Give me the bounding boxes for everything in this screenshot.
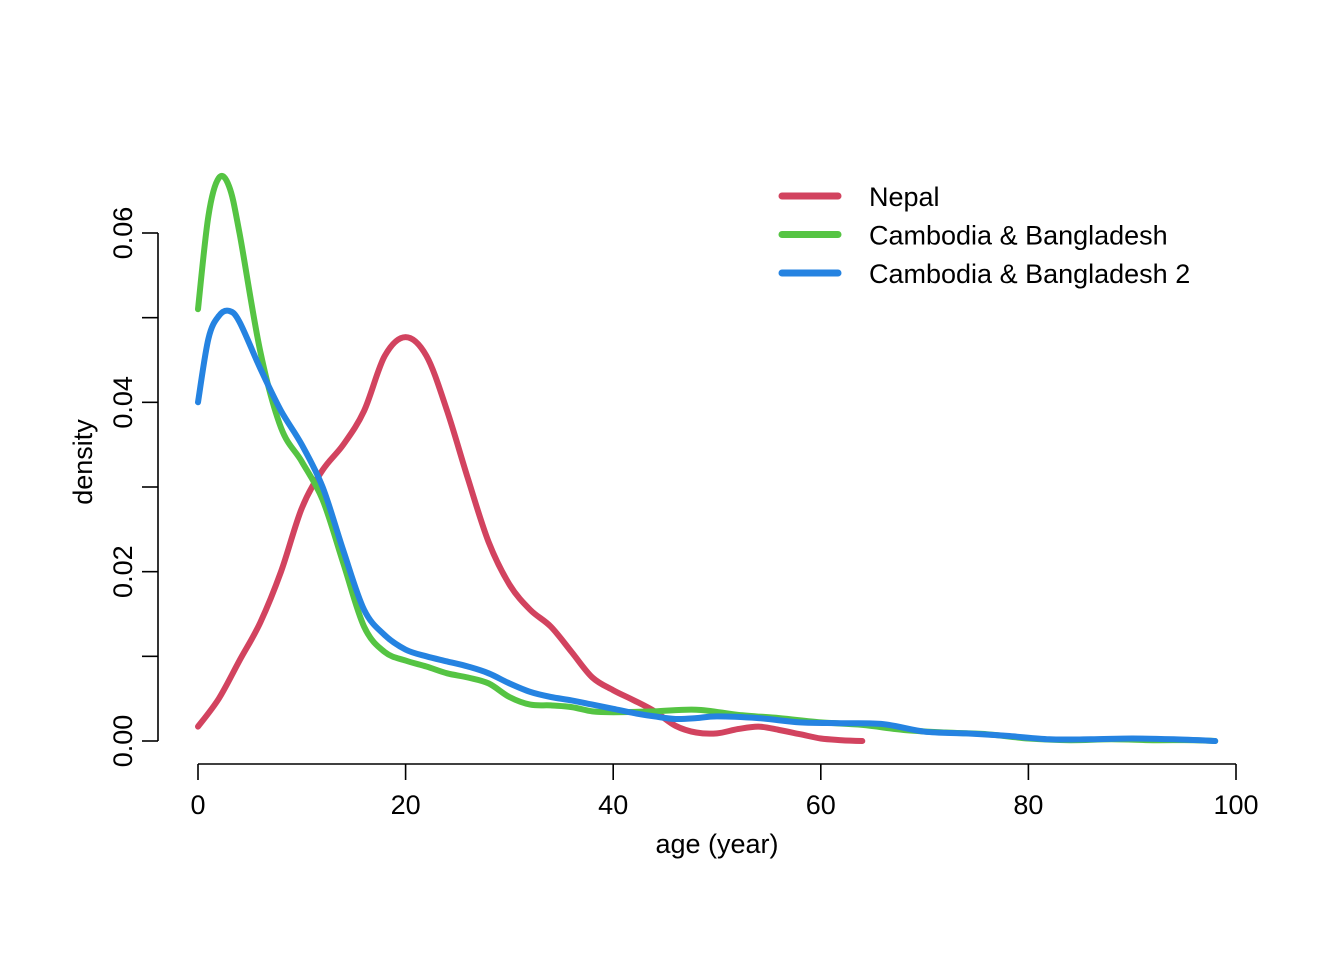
legend-label: Cambodia & Bangladesh 2	[869, 259, 1190, 289]
x-tick-label: 0	[190, 790, 205, 820]
legend-label: Cambodia & Bangladesh	[869, 221, 1168, 251]
y-ticks: 0.00 0.02 0.04 0.06	[108, 207, 158, 768]
x-tick-label: 20	[391, 790, 421, 820]
axes: 0 20 40 60 80 100 0.00 0.02 0.04 0.06 age (year)…	[68, 207, 1259, 859]
x-tick-label: 60	[806, 790, 836, 820]
x-axis-title: age (year)	[655, 829, 778, 859]
series-line-1	[195, 334, 866, 744]
y-tick-label: 0.04	[108, 376, 138, 429]
x-tick-label: 40	[598, 790, 628, 820]
y-tick-label: 0.00	[108, 715, 138, 768]
x-tick-label: 100	[1213, 790, 1258, 820]
x-ticks: 0 20 40 60 80 100	[190, 764, 1259, 820]
series-line-3	[195, 307, 1219, 744]
legend: Nepal Cambodia & Bangladesh Cambodia & Ban…	[778, 182, 1190, 289]
x-tick-label: 80	[1013, 790, 1043, 820]
plot-series	[195, 172, 1219, 744]
y-tick-label: 0.06	[108, 207, 138, 260]
legend-label: Nepal	[869, 182, 940, 212]
y-axis-title: density	[68, 419, 98, 505]
y-tick-label: 0.02	[108, 545, 138, 598]
